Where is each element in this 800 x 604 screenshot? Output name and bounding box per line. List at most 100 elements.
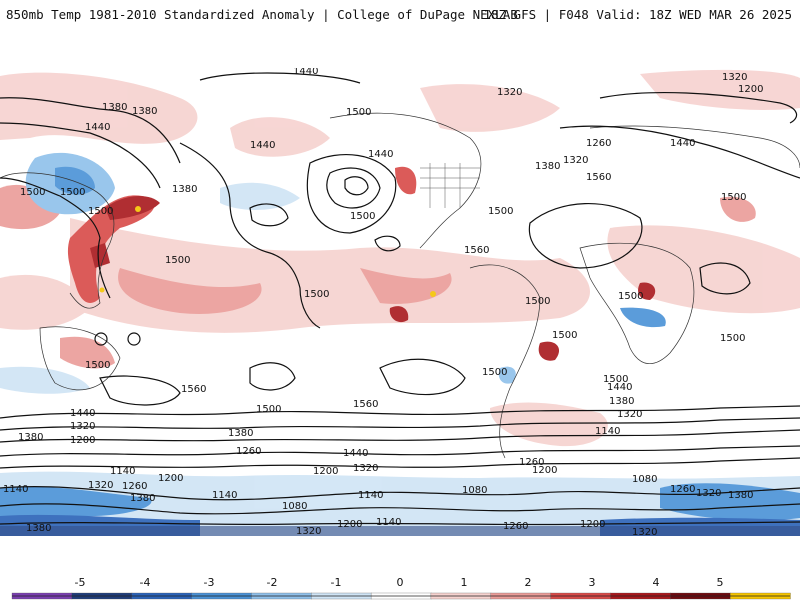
contour-label: 1140 <box>376 517 401 528</box>
contour-label: 1380 <box>228 428 253 439</box>
contour-label: 1320 <box>88 480 113 491</box>
contour-label: 1500 <box>85 360 110 371</box>
australia-coast <box>39 326 121 391</box>
colorbar-tick: 2 <box>524 576 532 589</box>
contour-label: 1500 <box>346 107 371 118</box>
contour-label: 1320 <box>296 526 321 536</box>
contour-label: 1260 <box>503 521 528 532</box>
contour-label: 1500 <box>165 255 190 266</box>
contour-label: 1500 <box>720 333 745 344</box>
contour-label: 1440 <box>368 149 393 160</box>
anomaly-map: 1440 1380 1380 1440 1500 1440 1500 1380 … <box>0 68 800 536</box>
contour-label: 1500 <box>525 296 550 307</box>
colorbar-tick: -5 <box>74 576 86 589</box>
colorbar-svg <box>11 592 791 600</box>
contour-label: 1560 <box>353 399 378 410</box>
height-contours <box>0 72 800 526</box>
contour-label: 1440 <box>70 408 95 419</box>
colorbar-tick: 3 <box>588 576 596 589</box>
map-canvas: 1440 1380 1380 1440 1500 1440 1500 1380 … <box>0 68 800 536</box>
contour-label: 1500 <box>482 367 507 378</box>
contour-label: 1440 <box>85 122 110 133</box>
map-title: 850mb Temp 1981-2010 Standardized Anomal… <box>6 7 518 22</box>
contour-label: 1140 <box>3 484 28 495</box>
contour-label: 1320 <box>70 421 95 432</box>
contour-label: 1560 <box>181 384 206 395</box>
contour-label: 1500 <box>552 330 577 341</box>
contour-label: 1500 <box>350 211 375 222</box>
contour-label: 1320 <box>617 409 642 420</box>
contour-label: 1200 <box>738 84 763 95</box>
contour-label: 1380 <box>102 102 127 113</box>
contour-label: 1380 <box>130 493 155 504</box>
contour-label: 1080 <box>282 501 307 512</box>
anomaly-shading <box>0 69 800 536</box>
colorbar-tick: 4 <box>652 576 660 589</box>
contour-label: 1500 <box>20 187 45 198</box>
colorbar-tick: 1 <box>460 576 468 589</box>
contour-label: 1320 <box>696 488 721 499</box>
contour-label: 1200 <box>70 435 95 446</box>
contour-label: 1560 <box>464 245 489 256</box>
asia-coast <box>0 172 115 309</box>
eurasia-coast <box>589 125 800 169</box>
contour-label: 1500 <box>603 374 628 385</box>
contour-label: 1260 <box>519 457 544 468</box>
coastlines <box>0 112 800 459</box>
contour-label: 1380 <box>609 396 634 407</box>
contour-label: 1500 <box>88 206 113 217</box>
contour-label: 1440 <box>607 382 632 393</box>
colorbar-tick: -1 <box>330 576 342 589</box>
colorbar-tick: -2 <box>266 576 278 589</box>
header: 850mb Temp 1981-2010 Standardized Anomal… <box>0 0 800 30</box>
contour-label: 1260 <box>586 138 611 149</box>
contour-labels: 1440 1380 1380 1440 1500 1440 1500 1380 … <box>3 68 763 536</box>
contour-label: 1200 <box>337 519 362 530</box>
south-america-coast <box>469 264 541 459</box>
contour-label: 1320 <box>563 155 588 166</box>
state-borders <box>420 163 480 208</box>
contour-label: 1320 <box>497 87 522 98</box>
contour-label: 1560 <box>586 172 611 183</box>
contour-label: 1200 <box>313 466 338 477</box>
north-america-coast <box>329 112 482 249</box>
colorbar-tick: -4 <box>139 576 151 589</box>
contour-label: 1140 <box>212 490 237 501</box>
contour-label: 1500 <box>256 404 281 415</box>
contour-label: 1140 <box>595 426 620 437</box>
africa-coast <box>579 242 695 364</box>
contour-label: 1200 <box>158 473 183 484</box>
contour-label: 1200 <box>580 519 605 530</box>
contour-label: 1440 <box>670 138 695 149</box>
model-valid-time: 18Z GFS | F048 Valid: 18Z WED MAR 26 202… <box>483 7 792 22</box>
contour-label: 1320 <box>632 527 657 536</box>
colorbar-tick: -3 <box>203 576 215 589</box>
contour-label: 1500 <box>721 192 746 203</box>
contour-label: 1260 <box>122 481 147 492</box>
contour-label: 1500 <box>488 206 513 217</box>
contour-label: 1200 <box>532 465 557 476</box>
contour-label: 1500 <box>304 289 329 300</box>
contour-label: 1380 <box>26 523 51 534</box>
contour-label: 1080 <box>462 485 487 496</box>
contour-label: 1380 <box>18 432 43 443</box>
contour-label: 1500 <box>60 187 85 198</box>
colorbar <box>0 560 800 600</box>
contour-label: 1440 <box>343 448 368 459</box>
contour-label: 1260 <box>236 446 261 457</box>
contour-label: 1500 <box>618 291 643 302</box>
contour-label: 1380 <box>132 106 157 117</box>
colorbar-tick: 5 <box>716 576 724 589</box>
colorbar-tick: 0 <box>396 576 404 589</box>
contour-label: 1380 <box>728 490 753 501</box>
contour-label: 1380 <box>535 161 560 172</box>
contour-label: 1320 <box>353 463 378 474</box>
contour-label: 1440 <box>250 140 275 151</box>
contour-label: 1260 <box>670 484 695 495</box>
contour-label: 1080 <box>632 474 657 485</box>
contour-label: 1320 <box>722 72 747 83</box>
contour-label: 1440 <box>293 68 318 77</box>
contour-label: 1380 <box>172 184 197 195</box>
contour-label: 1140 <box>358 490 383 501</box>
contour-label: 1140 <box>110 466 135 477</box>
